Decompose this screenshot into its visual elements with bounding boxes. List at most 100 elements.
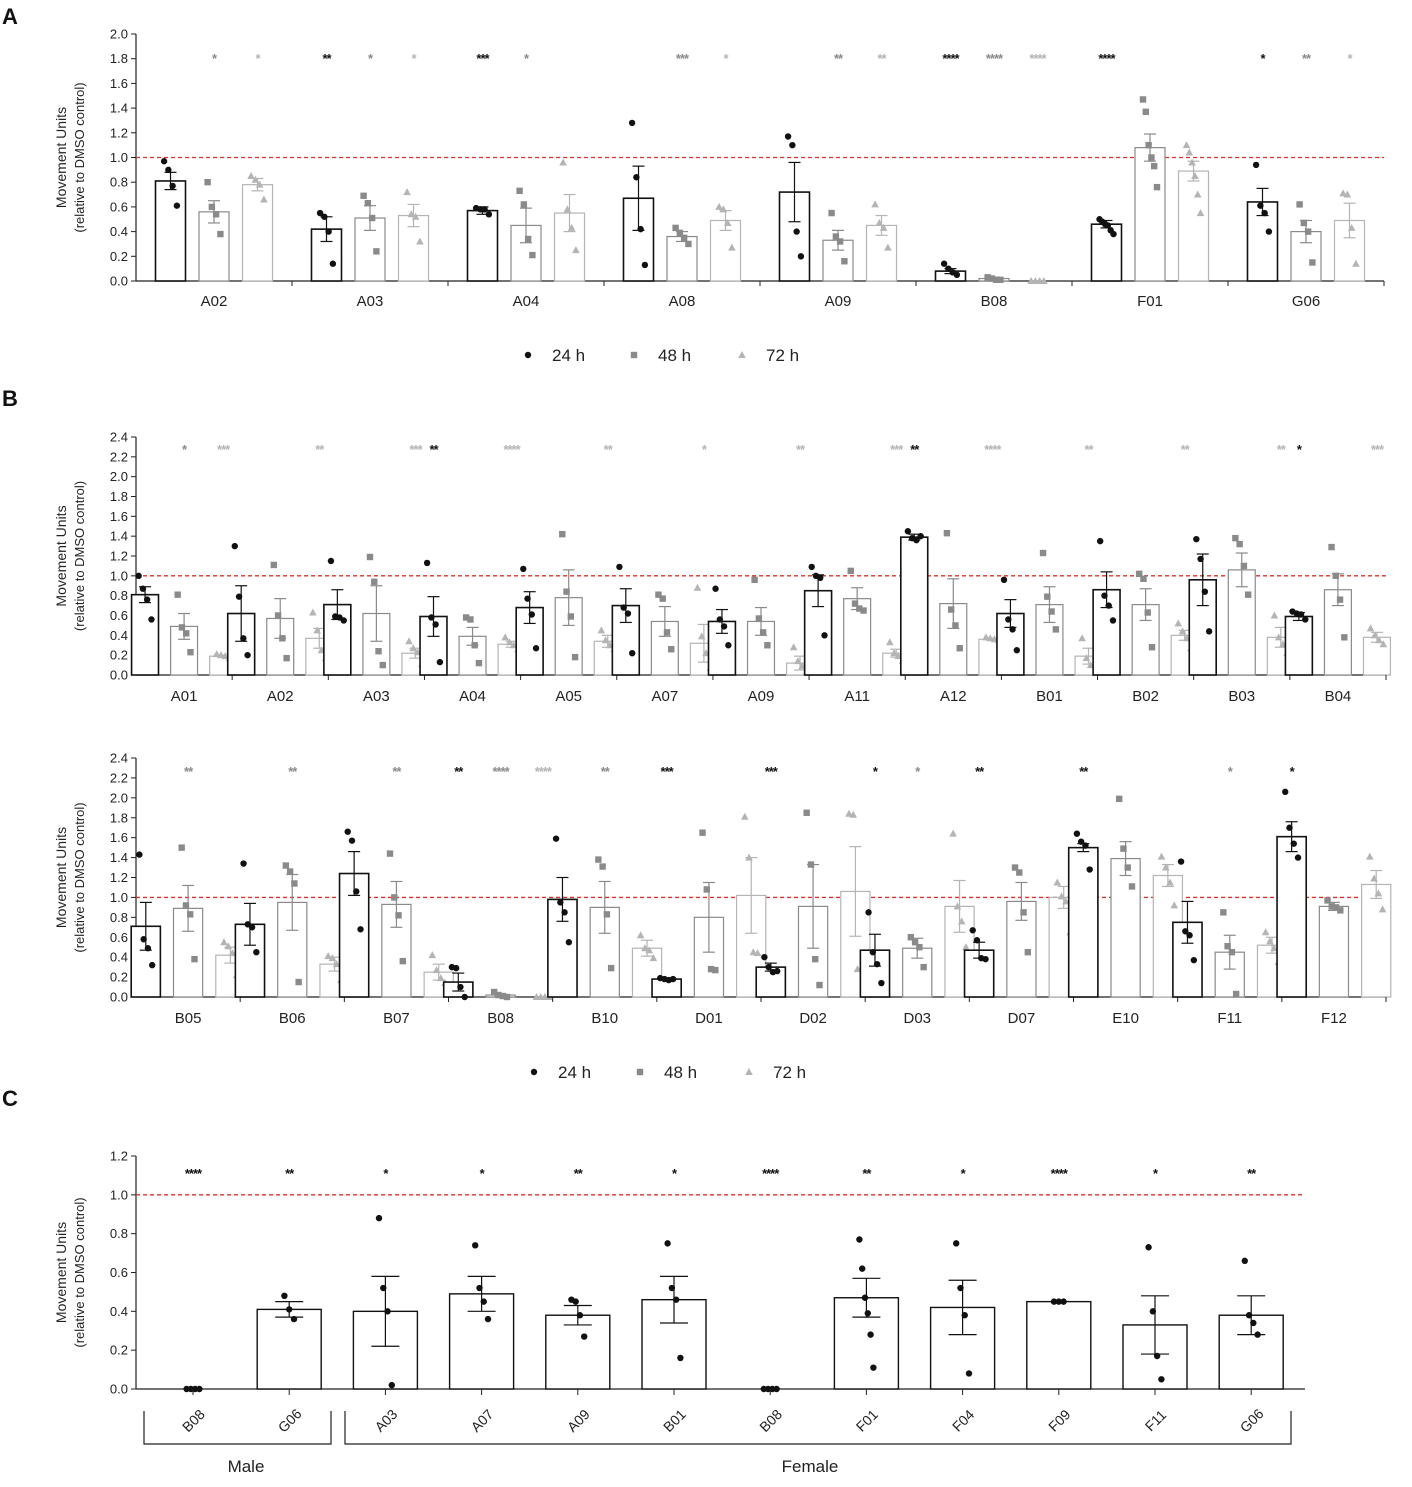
data-point (432, 966, 441, 974)
x-tick-label: A03 (363, 688, 390, 705)
data-point (325, 228, 332, 235)
y-tick-label: 0.2 (110, 648, 128, 663)
significance-label: * (961, 1166, 967, 1181)
data-point (856, 605, 863, 612)
data-point (1016, 869, 1023, 876)
data-point (391, 894, 398, 901)
legend-label: 24 h (558, 1063, 591, 1082)
data-point (432, 621, 439, 628)
data-point (1128, 883, 1136, 890)
y-tick-label: 0.4 (110, 1304, 128, 1319)
data-point (624, 610, 632, 617)
data-point (636, 931, 645, 939)
data-point (405, 637, 413, 645)
significance-label: ** (322, 51, 332, 66)
x-tick-label: B07 (383, 1010, 410, 1027)
data-point (759, 629, 767, 636)
data-point (789, 643, 798, 651)
x-tick-label: B08 (981, 293, 1008, 310)
data-point (1339, 189, 1347, 197)
data-point (187, 648, 194, 656)
y-tick-label: 0.6 (110, 608, 128, 623)
data-point (327, 557, 335, 565)
data-point (1205, 628, 1213, 635)
data-point (812, 955, 819, 963)
data-point (191, 955, 198, 963)
data-point (672, 1296, 680, 1303)
data-point (1177, 858, 1185, 865)
data-point (884, 243, 892, 251)
data-point (480, 1298, 487, 1305)
y-tick-label: 0.2 (110, 249, 128, 264)
data-point (753, 949, 762, 957)
data-point (1257, 202, 1264, 209)
x-tick-label: F11 (1142, 1406, 1170, 1434)
data-point (1328, 543, 1335, 551)
data-point (1082, 842, 1089, 849)
y-tick-label: 0.6 (110, 1265, 128, 1280)
data-point (329, 260, 337, 267)
data-point (965, 1370, 973, 1377)
data-point (1232, 990, 1240, 998)
data-point (1148, 154, 1155, 161)
significance-label: ** (877, 51, 887, 66)
data-point (313, 626, 321, 634)
data-point (957, 1284, 964, 1292)
data-point (409, 644, 418, 652)
data-point (728, 243, 736, 251)
significance-label: *** (1371, 442, 1385, 457)
y-tick-label: 1.4 (110, 101, 128, 116)
data-point (1057, 892, 1066, 900)
data-point (371, 578, 378, 585)
significance-label: ** (184, 764, 194, 779)
y-axis-label: Movement Units (53, 827, 69, 928)
data-point (697, 632, 706, 640)
data-point (773, 967, 781, 975)
data-point (563, 588, 570, 595)
data-point (1304, 228, 1312, 235)
data-point (1378, 905, 1387, 913)
data-point (1250, 1319, 1257, 1327)
data-point (178, 844, 185, 851)
data-point (1104, 222, 1112, 229)
significance-label: * (383, 1166, 389, 1181)
data-point (873, 960, 881, 968)
data-point (878, 979, 885, 987)
significance-label: ** (910, 442, 920, 457)
data-point (437, 974, 445, 982)
data-point (712, 585, 719, 592)
significance-label: ** (862, 1166, 872, 1181)
data-point (505, 638, 514, 646)
bar-48h-F01 (1134, 147, 1166, 282)
significance-label: * (1290, 764, 1296, 779)
bar-24h-F01 (1090, 223, 1123, 282)
data-point (865, 909, 872, 916)
x-tick-label: A03 (357, 293, 384, 310)
y-tick-label: 1.0 (110, 568, 128, 583)
significance-label: * (212, 51, 218, 66)
y-tick-label: 0.0 (110, 990, 128, 1005)
data-point (373, 248, 380, 255)
data-point (1274, 633, 1283, 641)
data-point (291, 880, 298, 887)
x-tick-label: A04 (513, 293, 540, 310)
data-point (379, 661, 386, 669)
bar-24h-B04 (1284, 615, 1314, 676)
data-point (988, 275, 996, 282)
data-point (849, 810, 858, 818)
data-point (235, 593, 243, 600)
data-point (1366, 624, 1375, 632)
y-tick-label: 2.0 (110, 469, 128, 484)
legend-marker (738, 351, 746, 358)
data-point (745, 853, 753, 861)
significance-label: *** (676, 51, 690, 66)
data-point (997, 276, 1004, 283)
data-point (1013, 647, 1021, 654)
data-point (1077, 838, 1085, 845)
data-point (360, 192, 367, 199)
data-point (1170, 901, 1179, 909)
x-tick-label: A01 (171, 688, 198, 705)
bar-24h-A02 (154, 180, 187, 282)
bar-F09 (1026, 1300, 1092, 1390)
